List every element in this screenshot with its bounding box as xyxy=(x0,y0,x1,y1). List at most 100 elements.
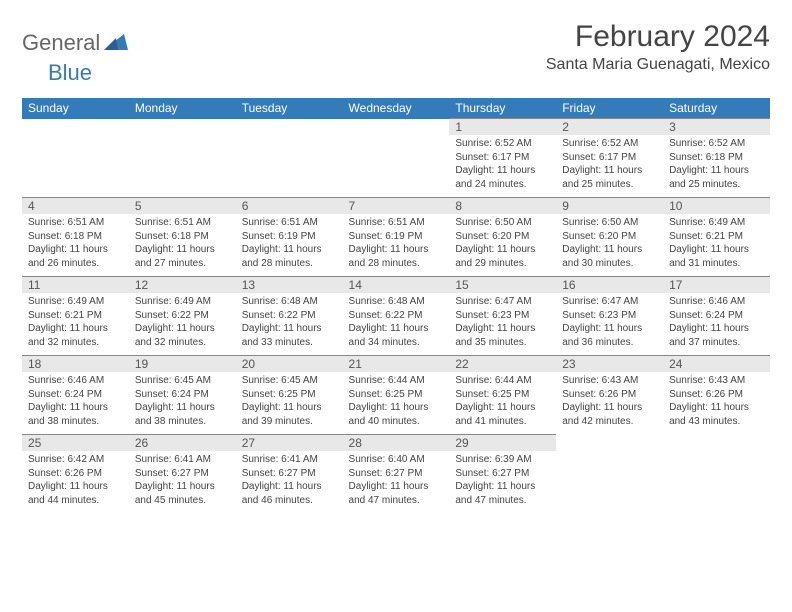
sunset-line: Sunset: 6:25 PM xyxy=(455,388,550,402)
daylight-line: Daylight: 11 hours and 35 minutes. xyxy=(455,322,550,349)
sunset-line: Sunset: 6:24 PM xyxy=(28,388,123,402)
day-detail-cell: Sunrise: 6:50 AMSunset: 6:20 PMDaylight:… xyxy=(556,214,663,277)
sunrise-line: Sunrise: 6:51 AM xyxy=(242,216,337,230)
sunset-line: Sunset: 6:17 PM xyxy=(562,151,657,165)
day-detail-cell xyxy=(343,135,450,198)
day-number-cell: 4 xyxy=(22,198,129,215)
day-number-cell: 5 xyxy=(129,198,236,215)
day-number-cell xyxy=(343,119,450,136)
sunrise-line: Sunrise: 6:46 AM xyxy=(669,295,764,309)
daylight-line: Daylight: 11 hours and 24 minutes. xyxy=(455,164,550,191)
day-number-cell xyxy=(663,435,770,452)
sunrise-line: Sunrise: 6:43 AM xyxy=(562,374,657,388)
sunrise-line: Sunrise: 6:44 AM xyxy=(349,374,444,388)
day-number-cell: 24 xyxy=(663,356,770,373)
day-detail-cell: Sunrise: 6:49 AMSunset: 6:21 PMDaylight:… xyxy=(22,293,129,356)
day-number-cell: 9 xyxy=(556,198,663,215)
day-detail-cell: Sunrise: 6:50 AMSunset: 6:20 PMDaylight:… xyxy=(449,214,556,277)
day-number-cell: 20 xyxy=(236,356,343,373)
day-detail-cell: Sunrise: 6:48 AMSunset: 6:22 PMDaylight:… xyxy=(236,293,343,356)
daylight-line: Daylight: 11 hours and 43 minutes. xyxy=(669,401,764,428)
daylight-line: Daylight: 11 hours and 44 minutes. xyxy=(28,480,123,507)
day-detail-cell: Sunrise: 6:45 AMSunset: 6:25 PMDaylight:… xyxy=(236,372,343,435)
sunset-line: Sunset: 6:18 PM xyxy=(28,230,123,244)
daylight-line: Daylight: 11 hours and 29 minutes. xyxy=(455,243,550,270)
day-number-cell: 14 xyxy=(343,277,450,294)
day-number-row: 2526272829 xyxy=(22,435,770,452)
day-detail-cell: Sunrise: 6:46 AMSunset: 6:24 PMDaylight:… xyxy=(663,293,770,356)
sunset-line: Sunset: 6:22 PM xyxy=(349,309,444,323)
day-detail-cell xyxy=(663,451,770,513)
sunset-line: Sunset: 6:25 PM xyxy=(242,388,337,402)
day-number-cell: 29 xyxy=(449,435,556,452)
daylight-line: Daylight: 11 hours and 46 minutes. xyxy=(242,480,337,507)
location: Santa Maria Guenagati, Mexico xyxy=(546,56,770,74)
day-detail-cell: Sunrise: 6:45 AMSunset: 6:24 PMDaylight:… xyxy=(129,372,236,435)
sunset-line: Sunset: 6:27 PM xyxy=(242,467,337,481)
sunrise-line: Sunrise: 6:52 AM xyxy=(562,137,657,151)
day-number-cell: 17 xyxy=(663,277,770,294)
day-detail-cell: Sunrise: 6:51 AMSunset: 6:19 PMDaylight:… xyxy=(236,214,343,277)
daylight-line: Daylight: 11 hours and 27 minutes. xyxy=(135,243,230,270)
day-detail-row: Sunrise: 6:52 AMSunset: 6:17 PMDaylight:… xyxy=(22,135,770,198)
day-number-cell: 10 xyxy=(663,198,770,215)
day-detail-cell: Sunrise: 6:44 AMSunset: 6:25 PMDaylight:… xyxy=(449,372,556,435)
col-friday: Friday xyxy=(556,98,663,119)
sunrise-line: Sunrise: 6:48 AM xyxy=(349,295,444,309)
daylight-line: Daylight: 11 hours and 25 minutes. xyxy=(562,164,657,191)
sunset-line: Sunset: 6:26 PM xyxy=(669,388,764,402)
sunset-line: Sunset: 6:22 PM xyxy=(135,309,230,323)
day-number-cell: 8 xyxy=(449,198,556,215)
day-detail-cell xyxy=(236,135,343,198)
day-detail-cell: Sunrise: 6:52 AMSunset: 6:17 PMDaylight:… xyxy=(449,135,556,198)
daylight-line: Daylight: 11 hours and 42 minutes. xyxy=(562,401,657,428)
day-detail-cell: Sunrise: 6:48 AMSunset: 6:22 PMDaylight:… xyxy=(343,293,450,356)
day-detail-cell: Sunrise: 6:46 AMSunset: 6:24 PMDaylight:… xyxy=(22,372,129,435)
day-detail-cell: Sunrise: 6:41 AMSunset: 6:27 PMDaylight:… xyxy=(129,451,236,513)
sunset-line: Sunset: 6:17 PM xyxy=(455,151,550,165)
sunrise-line: Sunrise: 6:49 AM xyxy=(28,295,123,309)
day-number-cell: 27 xyxy=(236,435,343,452)
sunrise-line: Sunrise: 6:45 AM xyxy=(242,374,337,388)
day-number-cell: 1 xyxy=(449,119,556,136)
sunset-line: Sunset: 6:22 PM xyxy=(242,309,337,323)
day-detail-cell: Sunrise: 6:49 AMSunset: 6:21 PMDaylight:… xyxy=(663,214,770,277)
sunrise-line: Sunrise: 6:51 AM xyxy=(135,216,230,230)
logo: General xyxy=(22,30,130,56)
daylight-line: Daylight: 11 hours and 39 minutes. xyxy=(242,401,337,428)
daylight-line: Daylight: 11 hours and 34 minutes. xyxy=(349,322,444,349)
sunset-line: Sunset: 6:20 PM xyxy=(455,230,550,244)
daylight-line: Daylight: 11 hours and 25 minutes. xyxy=(669,164,764,191)
daylight-line: Daylight: 11 hours and 28 minutes. xyxy=(242,243,337,270)
day-detail-cell: Sunrise: 6:51 AMSunset: 6:19 PMDaylight:… xyxy=(343,214,450,277)
daylight-line: Daylight: 11 hours and 31 minutes. xyxy=(669,243,764,270)
daylight-line: Daylight: 11 hours and 41 minutes. xyxy=(455,401,550,428)
daylight-line: Daylight: 11 hours and 30 minutes. xyxy=(562,243,657,270)
day-number-cell: 28 xyxy=(343,435,450,452)
sunrise-line: Sunrise: 6:48 AM xyxy=(242,295,337,309)
day-number-cell xyxy=(556,435,663,452)
sunset-line: Sunset: 6:21 PM xyxy=(28,309,123,323)
sunrise-line: Sunrise: 6:46 AM xyxy=(28,374,123,388)
day-number-cell xyxy=(236,119,343,136)
day-number-cell: 21 xyxy=(343,356,450,373)
sunrise-line: Sunrise: 6:51 AM xyxy=(349,216,444,230)
col-tuesday: Tuesday xyxy=(236,98,343,119)
day-number-cell xyxy=(129,119,236,136)
day-detail-cell: Sunrise: 6:52 AMSunset: 6:17 PMDaylight:… xyxy=(556,135,663,198)
sunrise-line: Sunrise: 6:44 AM xyxy=(455,374,550,388)
day-number-cell: 11 xyxy=(22,277,129,294)
sunset-line: Sunset: 6:19 PM xyxy=(349,230,444,244)
title-block: February 2024 Santa Maria Guenagati, Mex… xyxy=(546,20,770,74)
col-thursday: Thursday xyxy=(449,98,556,119)
day-number-cell xyxy=(22,119,129,136)
daylight-line: Daylight: 11 hours and 37 minutes. xyxy=(669,322,764,349)
day-header-row: Sunday Monday Tuesday Wednesday Thursday… xyxy=(22,98,770,119)
day-detail-cell: Sunrise: 6:51 AMSunset: 6:18 PMDaylight:… xyxy=(129,214,236,277)
sunrise-line: Sunrise: 6:43 AM xyxy=(669,374,764,388)
sunrise-line: Sunrise: 6:40 AM xyxy=(349,453,444,467)
daylight-line: Daylight: 11 hours and 47 minutes. xyxy=(349,480,444,507)
col-sunday: Sunday xyxy=(22,98,129,119)
sunrise-line: Sunrise: 6:47 AM xyxy=(455,295,550,309)
day-detail-cell: Sunrise: 6:43 AMSunset: 6:26 PMDaylight:… xyxy=(556,372,663,435)
